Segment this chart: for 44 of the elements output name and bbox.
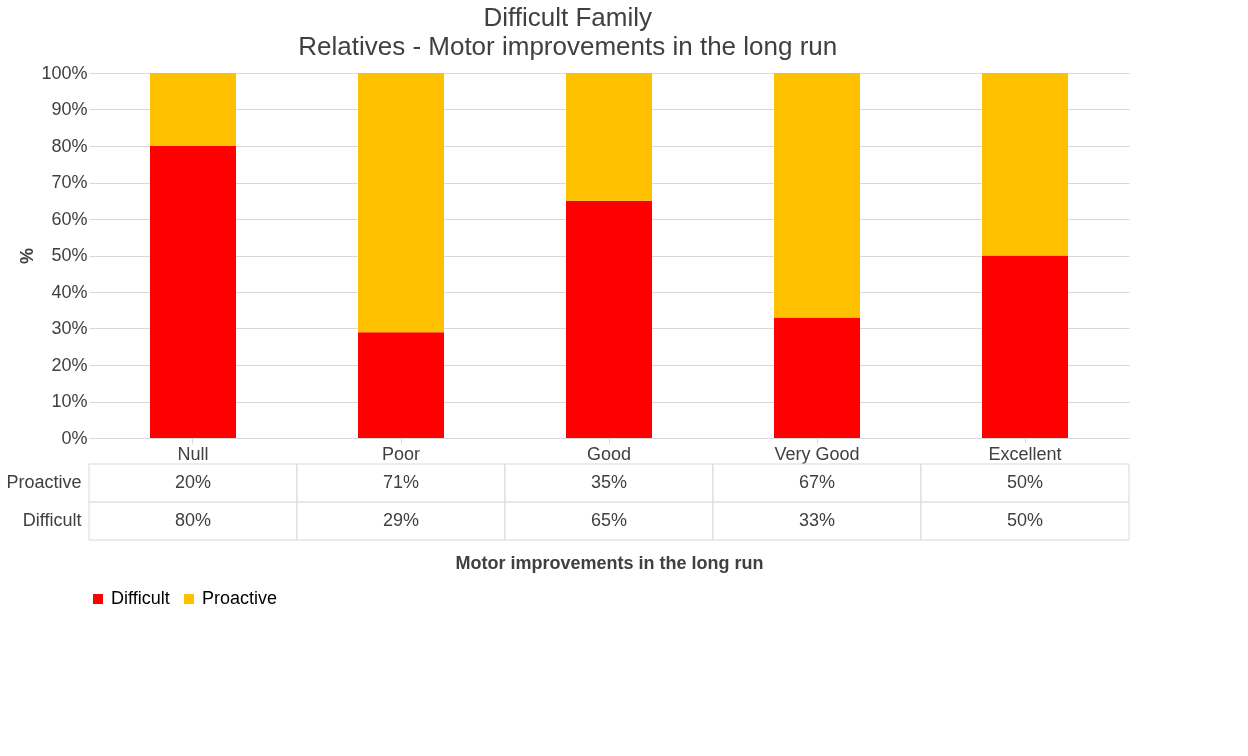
y-axis-title: % — [17, 247, 38, 265]
bar — [982, 73, 1068, 256]
bar — [774, 317, 860, 438]
data-label: 35% — [590, 472, 628, 492]
data-label: 33% — [798, 510, 836, 530]
x-tick-label: Poor — [381, 443, 421, 464]
y-tick-label: 20% — [51, 354, 88, 375]
bar — [358, 332, 444, 438]
x-tick-label: Null — [177, 443, 209, 464]
y-tick-label: 10% — [51, 391, 88, 411]
x-tick-label: Good — [586, 443, 632, 464]
data-label: 50% — [1006, 510, 1044, 530]
data-label: 29% — [382, 510, 420, 530]
bar — [358, 73, 444, 333]
bar — [150, 73, 236, 146]
x-tick-label: Excellent — [988, 443, 1062, 464]
y-tick-label: 80% — [51, 135, 88, 156]
bar — [982, 255, 1068, 438]
text: Proactive — [6, 472, 82, 492]
chart-subtitle: Relatives - Motor improvements in the long run — [298, 31, 838, 61]
legend-label: Proactive — [202, 588, 278, 608]
text: Difficult — [22, 510, 82, 530]
data-label: 67% — [798, 472, 836, 492]
chart-title: Difficult Family — [483, 2, 653, 32]
data-label: 20% — [174, 472, 212, 492]
data-label: 71% — [382, 472, 420, 492]
data-label: 65% — [590, 510, 628, 530]
data-label: 50% — [1006, 472, 1044, 492]
y-tick-label: 50% — [51, 245, 88, 265]
y-tick-label: 40% — [51, 281, 88, 302]
bar — [150, 146, 236, 438]
x-tick-label: Very Good — [774, 443, 860, 464]
bar — [774, 73, 860, 318]
y-tick-label: 100% — [41, 62, 88, 83]
data-label: 80% — [174, 510, 212, 530]
y-tick-label: 60% — [51, 208, 88, 229]
y-tick-label: 0% — [61, 427, 88, 448]
bar — [566, 200, 652, 438]
x-axis-title: Motor improvements in the long run — [455, 552, 764, 573]
y-tick-label: 90% — [51, 99, 88, 119]
y-tick-label: 30% — [51, 318, 88, 338]
y-tick-label: 70% — [51, 172, 88, 192]
bar — [566, 73, 652, 201]
legend-label: Difficult — [111, 588, 170, 608]
